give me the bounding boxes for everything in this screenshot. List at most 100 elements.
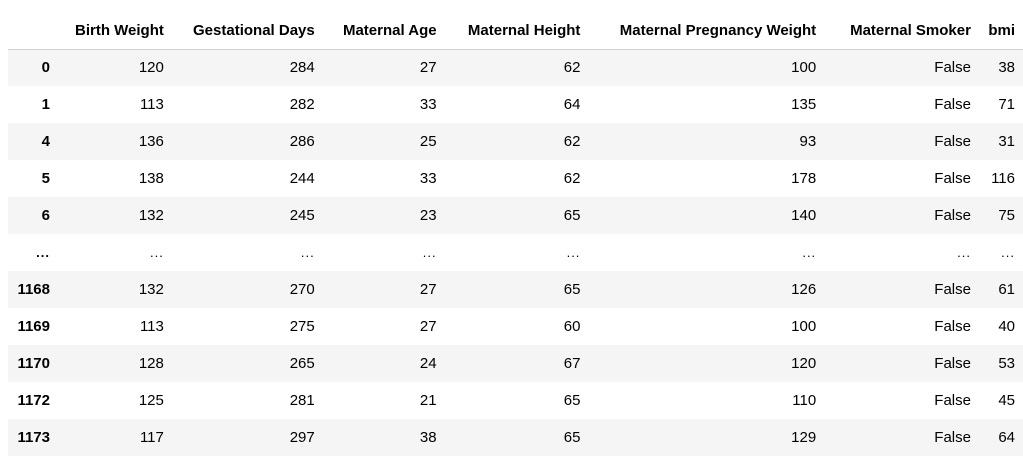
maternal-pregnancy-weight-cell: 140 [791, 207, 817, 224]
table-row: 1168 132 270 27 65 126 False 61 [8, 271, 1023, 308]
bmi-cell: 64 [998, 429, 1015, 446]
maternal-age-cell: ... [422, 245, 437, 260]
maternal-age-cell: 23 [419, 207, 437, 224]
row-index: 1173 [17, 429, 50, 446]
row-index: 1169 [17, 318, 50, 335]
row-index: 1168 [17, 281, 50, 298]
column-header-maternal-age: Maternal Age [342, 22, 437, 40]
birth-weight-cell: 138 [138, 170, 164, 187]
table-row: 5 138 244 33 62 178 False 116 [8, 160, 1023, 197]
maternal-pregnancy-weight-cell: 135 [791, 96, 817, 113]
row-index: 1 [41, 96, 50, 113]
maternal-smoker-cell: False [934, 96, 971, 113]
dataframe-table: Birth Weight Gestational Days Maternal A… [8, 13, 1023, 456]
gestational-days-cell: 284 [289, 59, 315, 77]
index-header [8, 13, 58, 49]
maternal-smoker-cell: ... [957, 245, 971, 260]
maternal-age-cell: 27 [419, 59, 437, 77]
maternal-height-cell: 65 [563, 392, 581, 409]
birth-weight-cell: 128 [138, 355, 164, 372]
gestational-days-cell: 244 [289, 170, 315, 187]
bmi-cell: 45 [998, 392, 1015, 409]
maternal-height-cell: 62 [563, 133, 581, 150]
gestational-days-cell: 281 [289, 392, 315, 409]
birth-weight-cell: 117 [139, 429, 164, 446]
table-row: 4 136 286 25 62 93 False 31 [8, 123, 1023, 160]
table-row: 6 132 245 23 65 140 False 75 [8, 197, 1023, 234]
maternal-height-cell: ... [566, 245, 581, 260]
bmi-cell: 31 [998, 133, 1015, 150]
maternal-smoker-cell: False [934, 429, 971, 446]
maternal-height-cell: 62 [563, 59, 581, 77]
gestational-days-cell: 270 [289, 281, 315, 298]
bmi-cell: 75 [998, 207, 1015, 224]
maternal-height-cell: 64 [563, 96, 581, 113]
birth-weight-cell: 132 [138, 281, 164, 298]
maternal-pregnancy-weight-cell: 93 [799, 133, 817, 150]
maternal-height-cell: 62 [563, 170, 581, 187]
birth-weight-cell: 113 [139, 318, 164, 335]
maternal-age-cell: 38 [419, 429, 437, 446]
row-index: 1172 [17, 392, 50, 409]
gestational-days-cell: 275 [289, 318, 315, 335]
row-index: 5 [41, 170, 50, 187]
maternal-height-cell: 67 [563, 355, 581, 372]
bmi-cell: 53 [998, 355, 1015, 372]
gestational-days-cell: ... [300, 245, 315, 260]
maternal-age-cell: 27 [419, 318, 437, 335]
gestational-days-cell: 245 [289, 207, 315, 224]
table-row: 1169 113 275 27 60 100 False 40 [8, 308, 1023, 345]
maternal-age-cell: 24 [419, 355, 437, 372]
maternal-smoker-cell: False [934, 281, 971, 298]
column-header-bmi: bmi [988, 22, 1015, 40]
maternal-height-cell: 65 [563, 207, 581, 224]
column-header-maternal-smoker: Maternal Smoker [850, 22, 971, 40]
table-body: 0 120 284 27 62 100 False 38 1 113 282 33 64 135 False… [8, 49, 1023, 456]
maternal-pregnancy-weight-cell: 129 [791, 429, 817, 446]
birth-weight-cell: 120 [138, 59, 164, 77]
table-row: 1170 128 265 24 67 120 False 53 [8, 345, 1023, 382]
column-header-gestational-days: Gestational Days [193, 22, 315, 40]
maternal-smoker-cell: False [934, 355, 971, 372]
maternal-smoker-cell: False [934, 318, 971, 335]
table-row: 1173 117 297 38 65 129 False 64 [8, 419, 1023, 456]
maternal-height-cell: 65 [563, 429, 581, 446]
maternal-age-cell: 25 [419, 133, 437, 150]
bmi-cell: 71 [998, 96, 1015, 113]
birth-weight-cell: 113 [139, 96, 164, 113]
maternal-age-cell: 33 [419, 96, 437, 113]
table-row: 0 120 284 27 62 100 False 38 [8, 49, 1023, 86]
row-index: 4 [41, 133, 50, 150]
birth-weight-cell: 136 [138, 133, 164, 150]
maternal-height-cell: 60 [563, 318, 581, 335]
maternal-smoker-cell: False [934, 133, 971, 150]
maternal-pregnancy-weight-cell: 178 [791, 170, 817, 187]
maternal-age-cell: 21 [419, 392, 437, 409]
row-index: 1170 [17, 355, 50, 372]
maternal-pregnancy-weight-cell: 120 [791, 355, 817, 372]
maternal-smoker-cell: False [934, 59, 971, 77]
table-header: Birth Weight Gestational Days Maternal A… [8, 13, 1023, 49]
birth-weight-cell: ... [150, 245, 164, 260]
ellipsis-row: ........................ [8, 234, 1023, 271]
column-header-birth-weight: Birth Weight [74, 22, 164, 40]
maternal-pregnancy-weight-cell: 100 [791, 59, 817, 77]
column-header-maternal-pregnancy-weight: Maternal Pregnancy Weight [619, 22, 817, 40]
maternal-smoker-cell: False [934, 392, 971, 409]
column-header-maternal-height: Maternal Height [467, 22, 581, 40]
gestational-days-cell: 286 [289, 133, 315, 150]
maternal-smoker-cell: False [934, 170, 971, 187]
maternal-pregnancy-weight-cell: 110 [792, 392, 817, 409]
gestational-days-cell: 297 [289, 429, 315, 446]
birth-weight-cell: 125 [138, 392, 164, 409]
maternal-pregnancy-weight-cell: 100 [791, 318, 817, 335]
row-index: ... [36, 245, 50, 260]
maternal-age-cell: 33 [419, 170, 437, 187]
maternal-height-cell: 65 [563, 281, 581, 298]
birth-weight-cell: 132 [138, 207, 164, 224]
row-index: 6 [41, 207, 50, 224]
bmi-cell: ... [1001, 245, 1015, 260]
table-row: 1 113 282 33 64 135 False 71 [8, 86, 1023, 123]
maternal-pregnancy-weight-cell: 126 [791, 281, 817, 298]
gestational-days-cell: 282 [289, 96, 315, 113]
